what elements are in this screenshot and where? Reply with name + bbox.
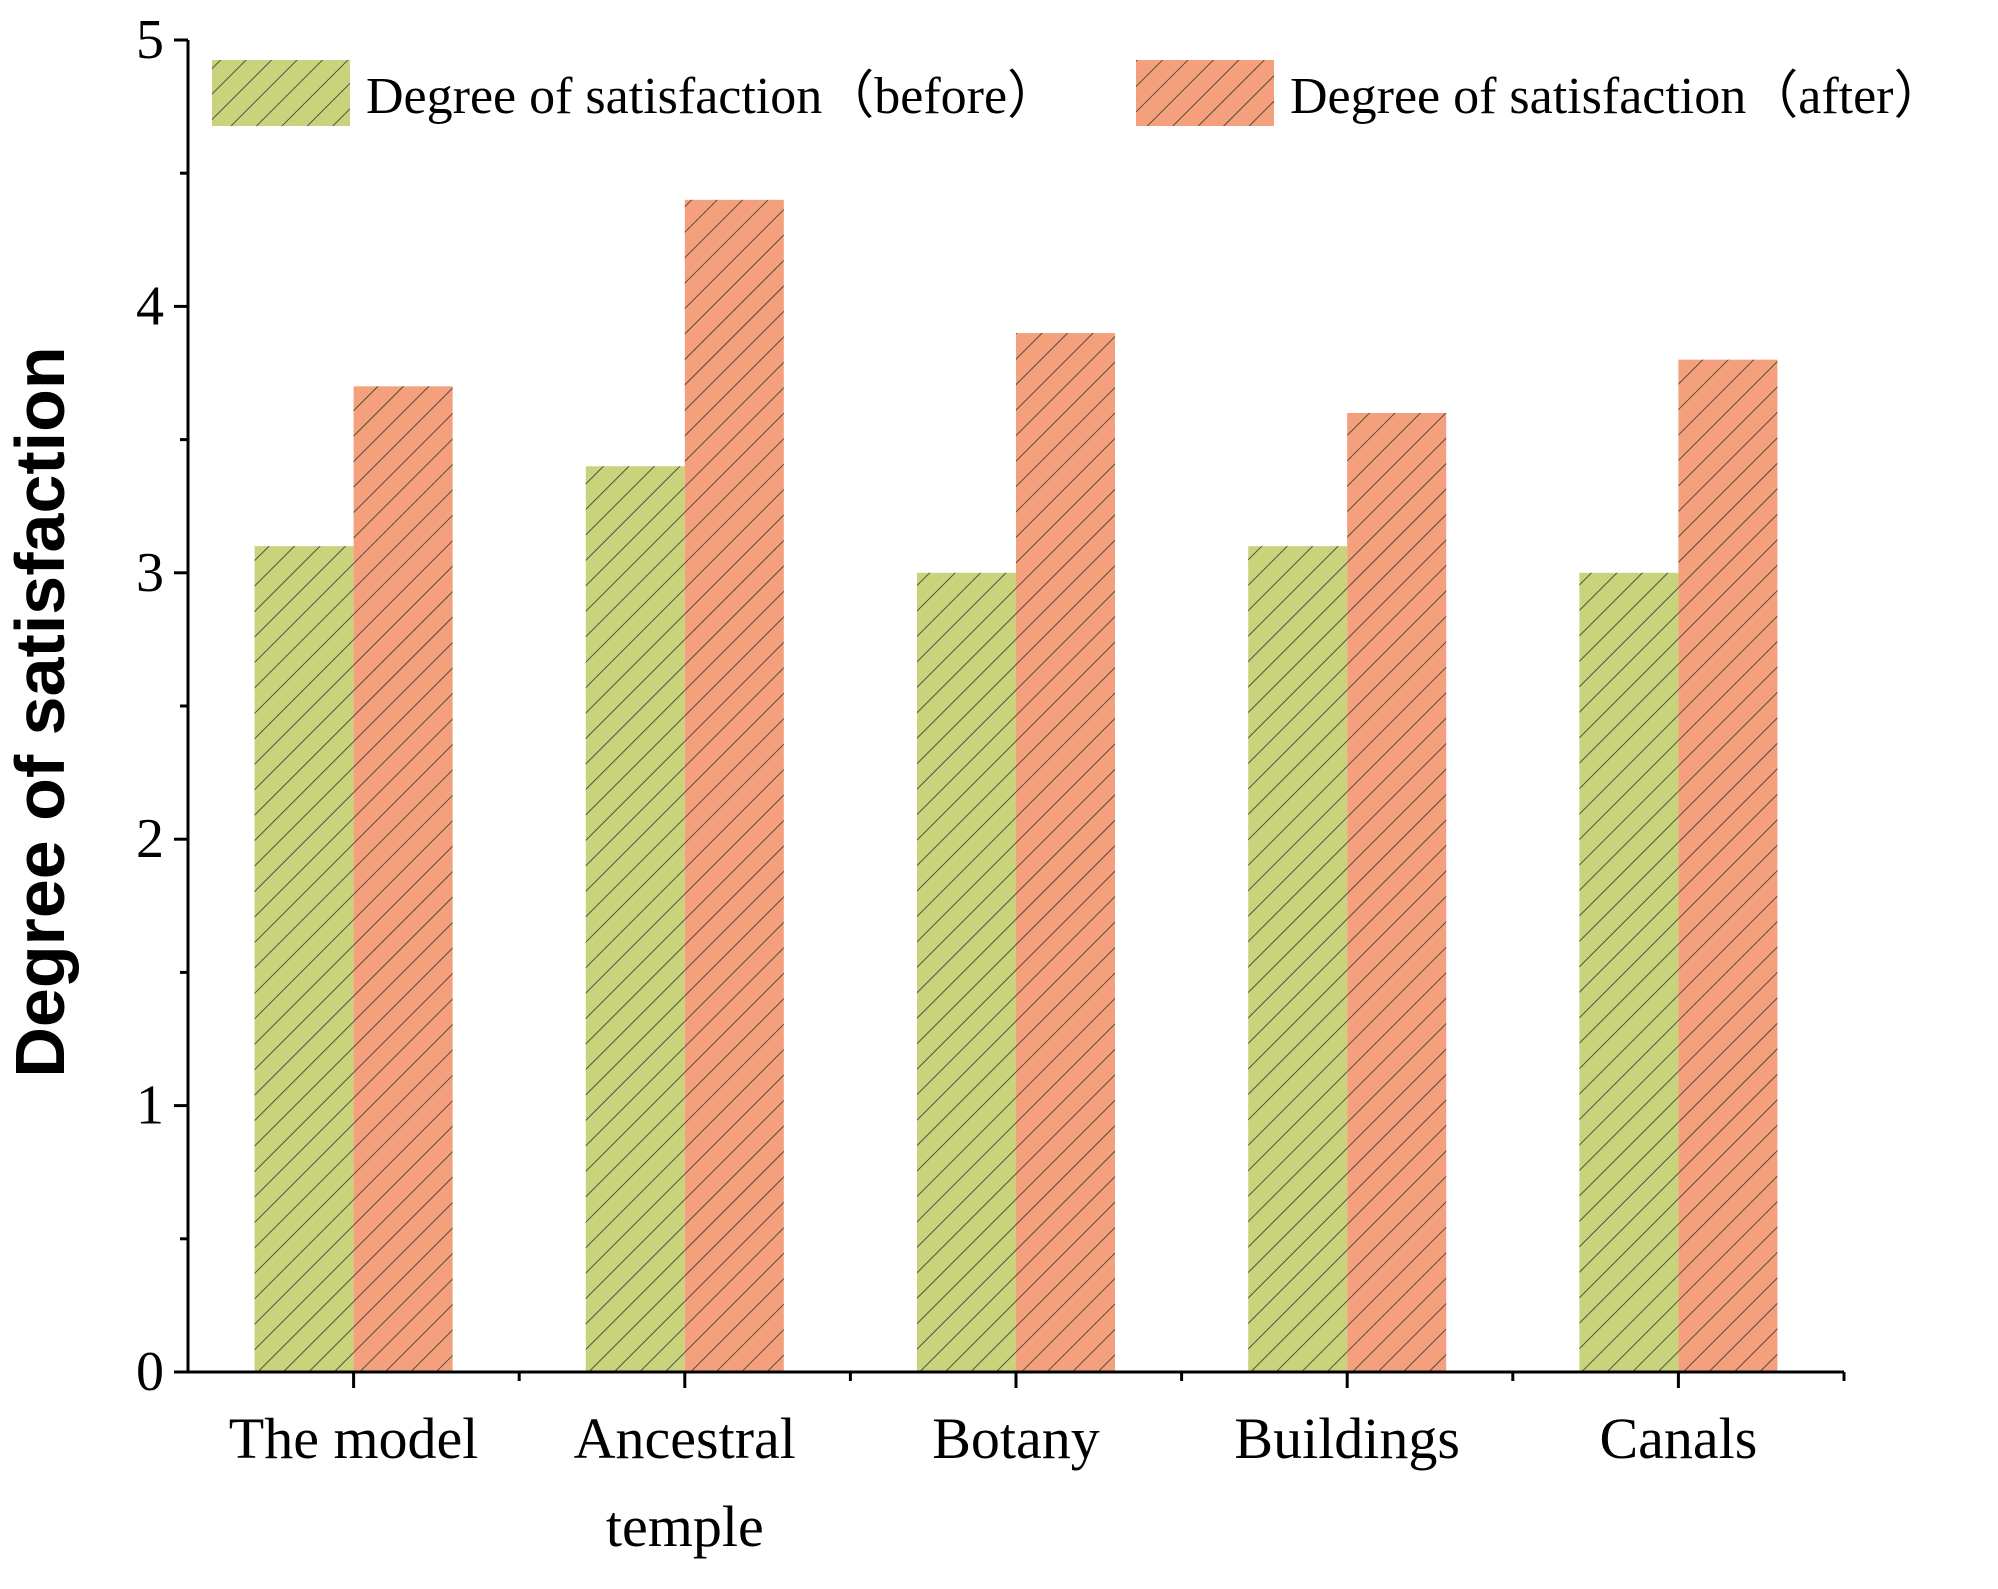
bar-hatch — [1678, 359, 1778, 1372]
legend-label: Degree of satisfaction（before） — [366, 68, 1059, 125]
bar-before-canals — [1579, 572, 1679, 1372]
bar-before-botany — [917, 572, 1016, 1372]
bar-before-the-model — [254, 546, 354, 1372]
x-tick-label: Botany — [932, 1406, 1100, 1471]
bar-hatch — [254, 546, 354, 1372]
bar-hatch — [684, 199, 784, 1373]
y-axis-title: Degree of satisfaction — [1, 346, 79, 1077]
bar-after-botany — [1016, 333, 1115, 1372]
legend-item-before: Degree of satisfaction（before） — [212, 60, 1059, 126]
bar-hatch — [917, 572, 1016, 1372]
axes-layer: 0 1 2 3 4 5 The model Ancestral temple Botany Buil… — [136, 9, 1846, 1559]
bar-hatch — [1579, 572, 1679, 1372]
bar-hatch — [1347, 412, 1447, 1373]
legend-label: Degree of satisfaction（after） — [1290, 68, 1946, 125]
y-tick-label-5: 5 — [136, 9, 164, 71]
legend: Degree of satisfaction（before） Degree of … — [212, 60, 1946, 126]
bar-after-buildings — [1347, 412, 1447, 1373]
x-tick-label: Canals — [1599, 1406, 1757, 1471]
bar-hatch — [585, 466, 685, 1372]
legend-swatch-hatch — [1136, 60, 1274, 126]
bar-hatch — [1248, 546, 1348, 1372]
legend-swatch-hatch — [212, 60, 350, 126]
bar-before-buildings — [1248, 546, 1348, 1372]
y-tick-label-0: 0 — [136, 1341, 164, 1403]
bars-layer — [254, 199, 1778, 1373]
bar-after-the-model — [353, 386, 453, 1372]
x-tick-label: The model — [229, 1406, 479, 1471]
bar-after-ancestral-temple — [684, 199, 784, 1373]
legend-item-after: Degree of satisfaction（after） — [1136, 60, 1946, 126]
x-tick-label: temple — [606, 1494, 764, 1559]
bar-after-canals — [1678, 359, 1778, 1372]
x-tick-label: Ancestral — [574, 1406, 796, 1471]
y-tick-label-3: 3 — [136, 542, 164, 604]
y-tick-label-1: 1 — [136, 1075, 164, 1137]
bar-hatch — [1016, 333, 1115, 1372]
x-tick-label: Buildings — [1234, 1406, 1460, 1471]
bar-hatch — [353, 386, 453, 1372]
bar-before-ancestral-temple — [585, 466, 685, 1372]
y-tick-label-4: 4 — [136, 275, 164, 337]
y-tick-label-2: 2 — [136, 808, 164, 870]
